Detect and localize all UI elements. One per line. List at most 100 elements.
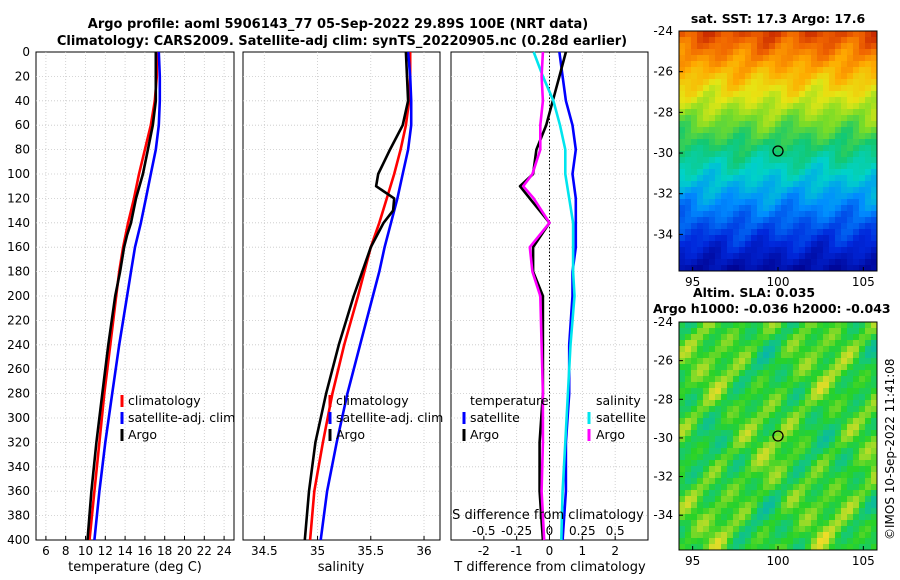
map-cell (865, 91, 872, 98)
map-cell (853, 484, 860, 491)
map-cell (847, 502, 854, 509)
map-cell (751, 454, 758, 461)
map-cell (817, 388, 824, 395)
map-cell (817, 73, 824, 80)
lat-tick-label: -26 (653, 65, 673, 79)
map-cell (829, 454, 836, 461)
map-cell (679, 394, 686, 401)
x-tick-label: 2 (611, 544, 619, 558)
map-cell (745, 430, 752, 437)
map-cell (691, 169, 698, 176)
map-cell (691, 79, 698, 86)
map-cell (793, 109, 800, 116)
s-tick-label: -0.25 (501, 524, 532, 538)
map-cell (745, 85, 752, 92)
map-cell (787, 346, 794, 353)
map-cell (703, 151, 710, 158)
map-cell (691, 442, 698, 449)
map-cell (745, 484, 752, 491)
map-cell (871, 478, 877, 485)
map-cell (739, 109, 746, 116)
map-cell (871, 31, 877, 38)
sla-map-lon-ticks: 95 100 105 (685, 546, 875, 568)
map-cell (853, 544, 860, 550)
map-cell (829, 235, 836, 242)
map-cell (853, 520, 860, 527)
map-cell (781, 235, 788, 242)
map-cell (769, 169, 776, 176)
map-cell (799, 526, 806, 533)
map-cell (871, 508, 877, 515)
map-cell (769, 544, 776, 550)
map-cell (829, 466, 836, 473)
map-cell (769, 340, 776, 347)
map-cell (721, 328, 728, 335)
map-cell (769, 151, 776, 158)
map-cell (847, 163, 854, 170)
map-cell (685, 175, 692, 182)
map-cell (835, 496, 842, 503)
map-cell (745, 496, 752, 503)
map-cell (691, 97, 698, 104)
map-cell (799, 97, 806, 104)
map-cell (805, 163, 812, 170)
map-cell (799, 241, 806, 248)
map-cell (865, 526, 872, 533)
map-cell (859, 49, 866, 56)
map-cell (859, 532, 866, 539)
s-difference-tick-labels: -0.5 -0.25 0 0.25 0.5 (472, 524, 625, 538)
map-cell (823, 73, 830, 80)
map-cell (859, 412, 866, 419)
map-cell (763, 229, 770, 236)
map-cell (775, 478, 782, 485)
map-cell (745, 346, 752, 353)
map-cell (685, 169, 692, 176)
map-cell (739, 145, 746, 152)
map-cell (769, 139, 776, 146)
map-cell (733, 484, 740, 491)
map-cell (763, 322, 770, 329)
map-cell (847, 436, 854, 443)
map-cell (871, 253, 877, 260)
map-cell (865, 514, 872, 521)
map-cell (829, 436, 836, 443)
map-cell (709, 394, 716, 401)
map-cell (799, 193, 806, 200)
map-cell (733, 247, 740, 254)
map-cell (745, 526, 752, 533)
map-cell (727, 472, 734, 479)
map-cell (703, 205, 710, 212)
map-cell (691, 55, 698, 62)
map-cell (805, 139, 812, 146)
map-cell (745, 241, 752, 248)
map-cell (805, 442, 812, 449)
map-cell (847, 61, 854, 68)
map-cell (781, 484, 788, 491)
map-cell (781, 376, 788, 383)
map-cell (853, 43, 860, 50)
map-cell (871, 55, 877, 62)
map-cell (757, 73, 764, 80)
map-cell (769, 400, 776, 407)
map-cell (745, 412, 752, 419)
map-cell (841, 478, 848, 485)
map-cell (679, 388, 686, 395)
map-cell (691, 460, 698, 467)
map-cell (709, 175, 716, 182)
map-cell (805, 121, 812, 128)
map-cell (739, 199, 746, 206)
map-cell (679, 376, 686, 383)
map-cell (799, 145, 806, 152)
map-cell (859, 520, 866, 527)
map-cell (769, 205, 776, 212)
map-cell (799, 103, 806, 110)
map-cell (799, 394, 806, 401)
map-cell (829, 85, 836, 92)
map-cell (679, 229, 686, 236)
map-cell (721, 454, 728, 461)
map-cell (829, 370, 836, 377)
map-cell (709, 358, 716, 365)
map-cell (685, 97, 692, 104)
map-cell (859, 235, 866, 242)
map-cell (691, 31, 698, 38)
